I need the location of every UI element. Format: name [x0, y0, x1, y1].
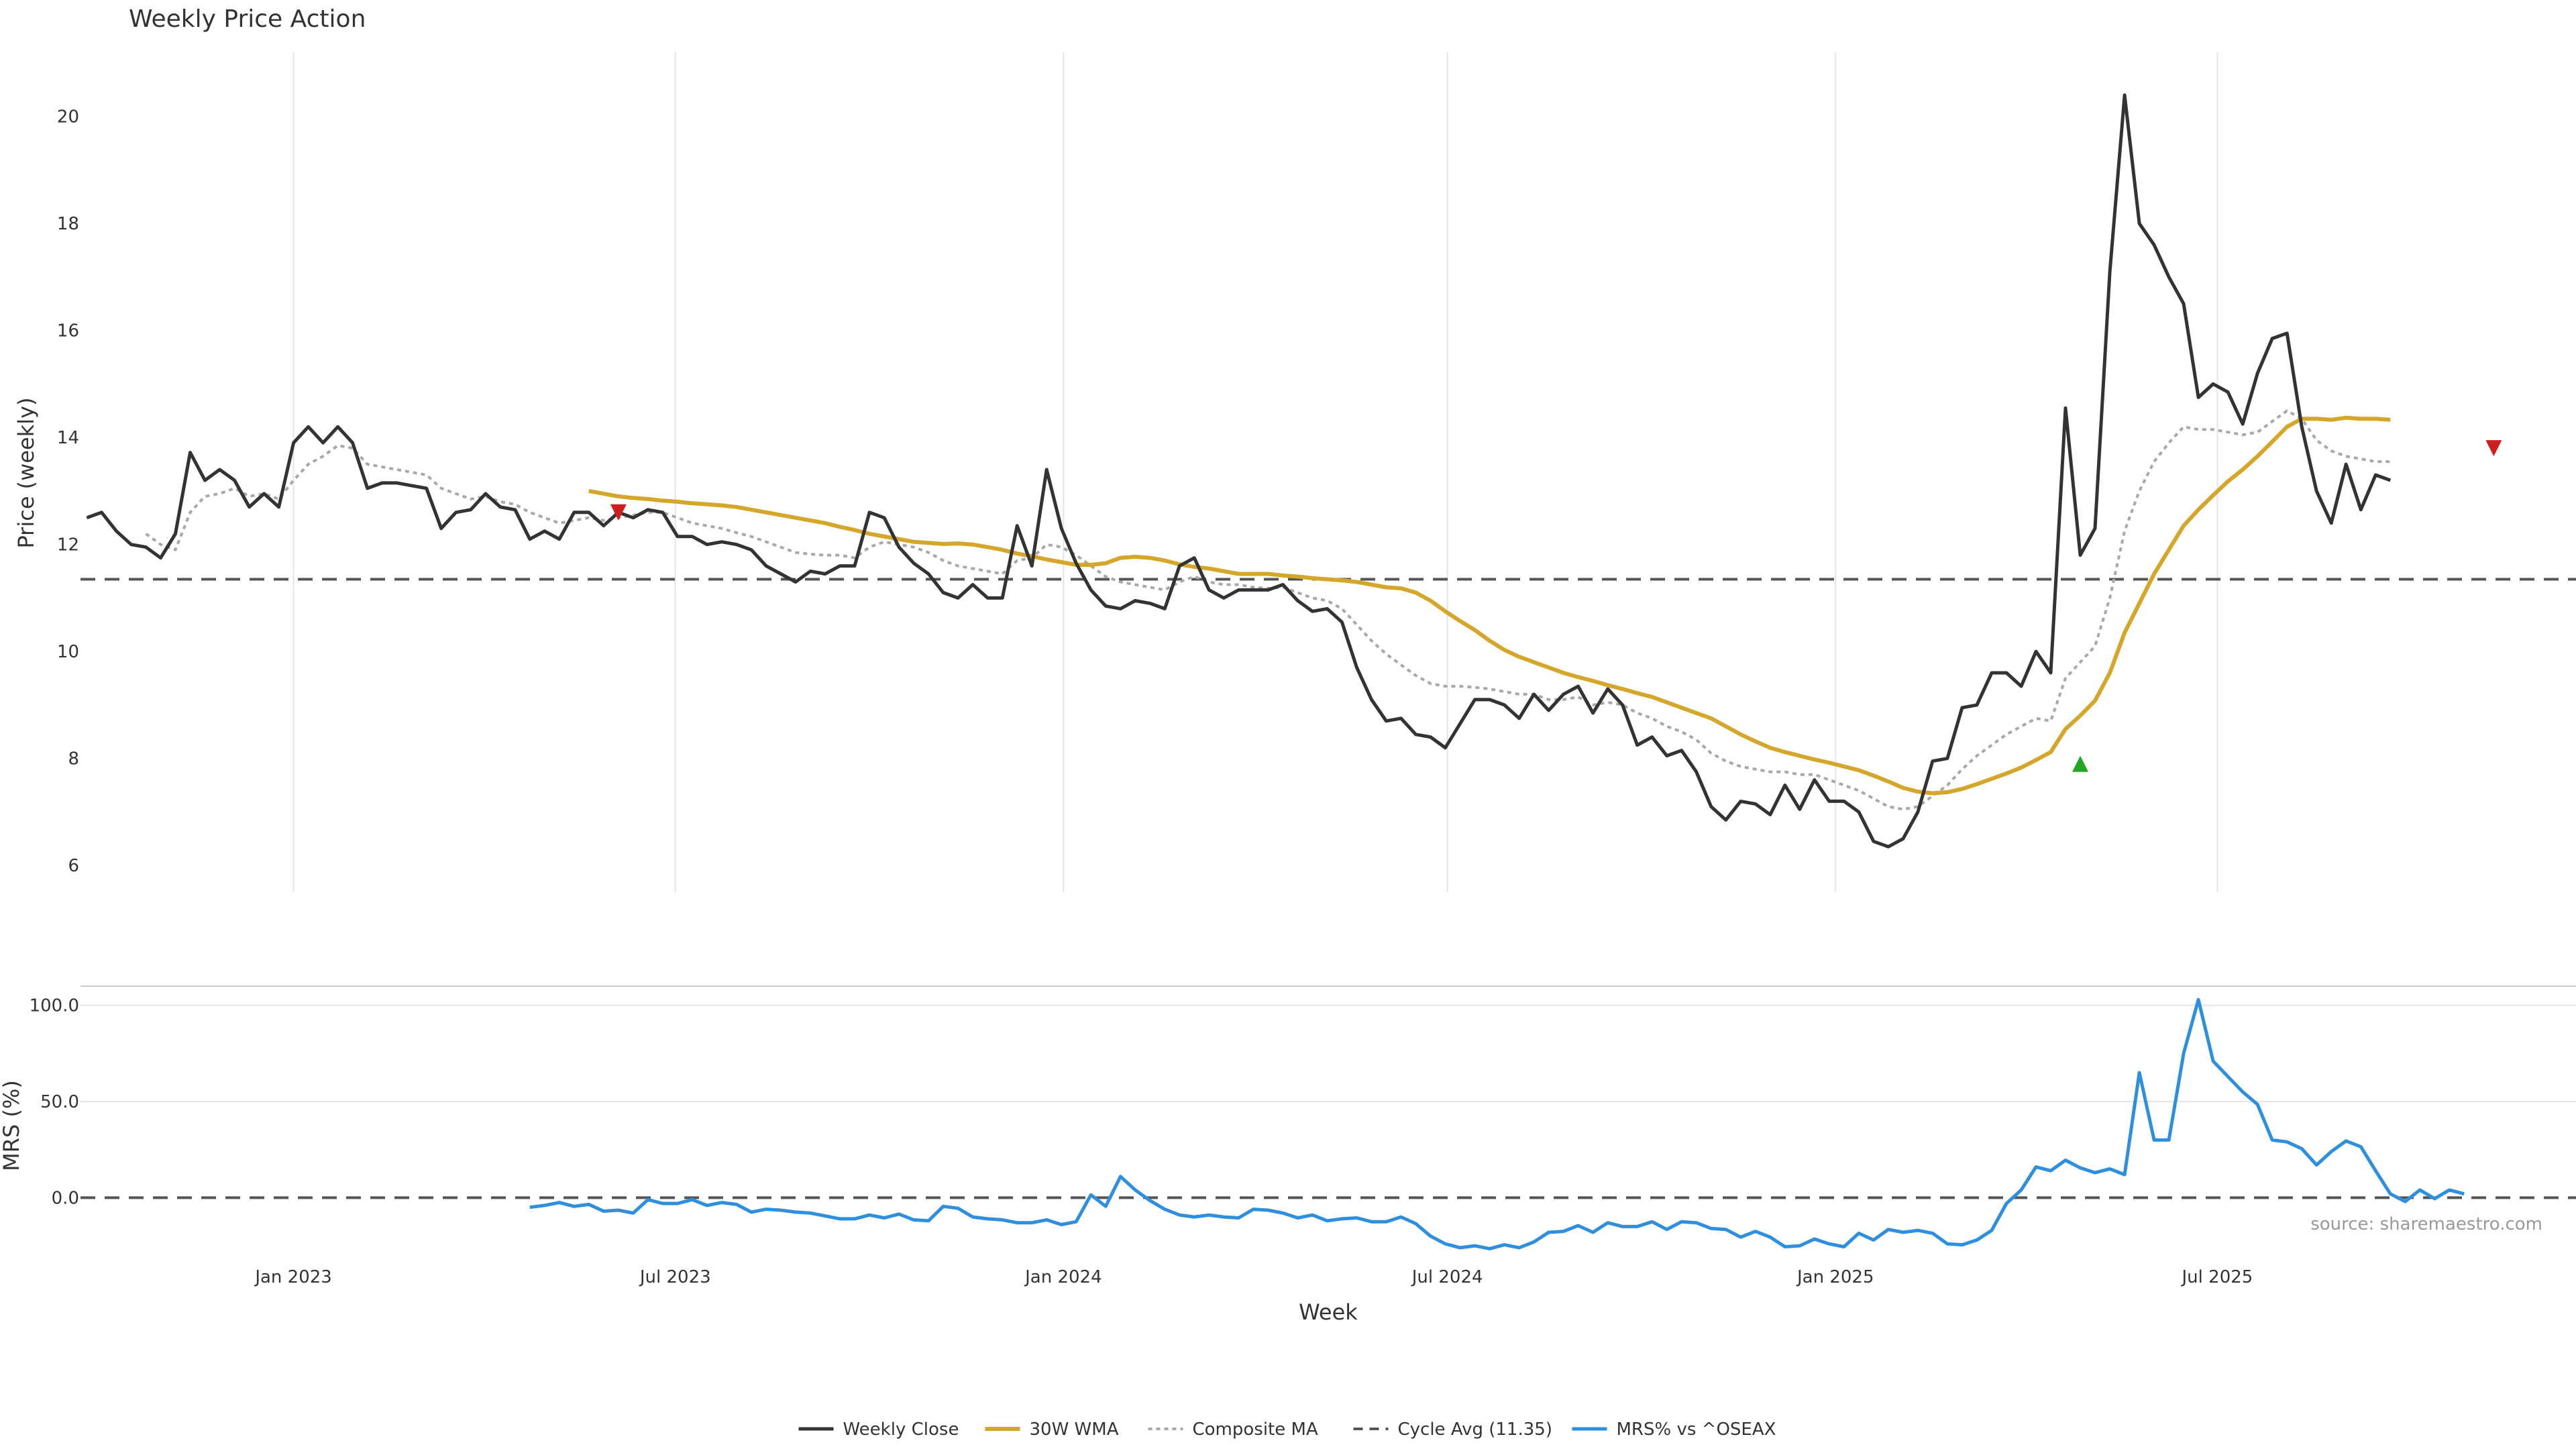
x-tick-jul-2025: Jul 2025 [2181, 1267, 2253, 1287]
mrs-series [80, 998, 2576, 1250]
legend-item-cycle-avg-11-35: Cycle Avg (11.35) [1353, 1419, 1552, 1440]
mrs-y-ticks: 0.0 50.0 100.0 [30, 996, 79, 1209]
mrs-line [529, 998, 2465, 1250]
price-y-tick-label: 8 [68, 749, 79, 769]
mrs-y-tick-label: 100.0 [30, 996, 79, 1016]
price-y-tick-label: 18 [57, 214, 79, 234]
x-axis-label: Week [1299, 1299, 1358, 1325]
price-y-tick-label: 12 [57, 535, 79, 555]
x-tick-jul-2023: Jul 2023 [639, 1267, 711, 1287]
mrs-gridlines [80, 1004, 2576, 1103]
x-axis-ticks: Jan 2023 Jul 2023 Jan 2024 Jul 2024 Jan 2025… [254, 1267, 2253, 1287]
chart-legend: Weekly Close 30W WMA Composite MA Cycle Avg… [798, 1419, 1776, 1440]
price-y-ticks: 6 8 10 12 14 16 18 20 [57, 107, 79, 876]
legend-label: Composite MA [1193, 1419, 1318, 1440]
price-y-axis-label: Price (weekly) [13, 397, 39, 548]
legend-item-weekly-close: Weekly Close [798, 1419, 959, 1440]
legend-item-composite-ma: Composite MA [1148, 1419, 1318, 1440]
legend-label: Cycle Avg (11.35) [1398, 1419, 1552, 1440]
mrs-y-tick-label: 0.0 [52, 1188, 79, 1208]
signal-markers [610, 440, 2502, 772]
price-gridlines [292, 52, 2218, 892]
chart-title: Weekly Price Action [129, 5, 366, 33]
legend-label: 30W WMA [1030, 1419, 1119, 1440]
x-tick-jul-2024: Jul 2024 [1411, 1267, 1483, 1287]
x-tick-jan-2025: Jan 2025 [1796, 1267, 1874, 1287]
weekly-close-line [86, 93, 2392, 849]
legend-label: Weekly Close [843, 1419, 959, 1440]
legend-item-mrs-vs-oseax: MRS% vs ^OSEAX [1572, 1419, 1776, 1440]
legend-label: MRS% vs ^OSEAX [1617, 1419, 1776, 1440]
mrs-y-axis-label: MRS (%) [0, 1080, 24, 1171]
price-y-tick-label: 14 [57, 428, 79, 448]
source-note: source: sharemaestro.com [2310, 1214, 2542, 1234]
price-y-tick-label: 10 [57, 642, 79, 662]
x-tick-jan-2024: Jan 2024 [1024, 1267, 1102, 1287]
price-series [80, 93, 2576, 849]
buy-signal-marker [2072, 755, 2089, 772]
mrs-y-tick-label: 50.0 [40, 1092, 79, 1112]
legend-item-30w-wma: 30W WMA [985, 1419, 1119, 1440]
price-y-tick-label: 20 [57, 107, 79, 127]
x-tick-jan-2023: Jan 2023 [254, 1267, 332, 1287]
sell-signal-marker [2485, 440, 2502, 457]
price-y-tick-label: 6 [68, 856, 79, 876]
30w-wma-line [588, 415, 2391, 796]
sell-signal-marker [610, 504, 627, 521]
price-y-tick-label: 16 [57, 321, 79, 341]
